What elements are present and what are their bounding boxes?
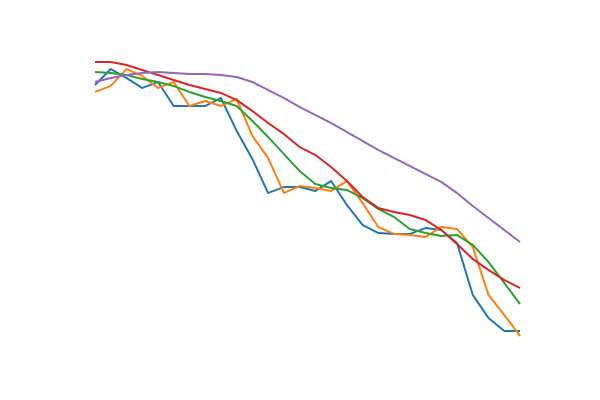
series-line-3 — [94, 71, 521, 305]
series-line-1 — [94, 68, 520, 332]
series-line-4 — [95, 61, 521, 289]
series-line-5 — [94, 71, 521, 243]
series-layer — [94, 61, 521, 337]
series-line-2 — [94, 68, 521, 337]
